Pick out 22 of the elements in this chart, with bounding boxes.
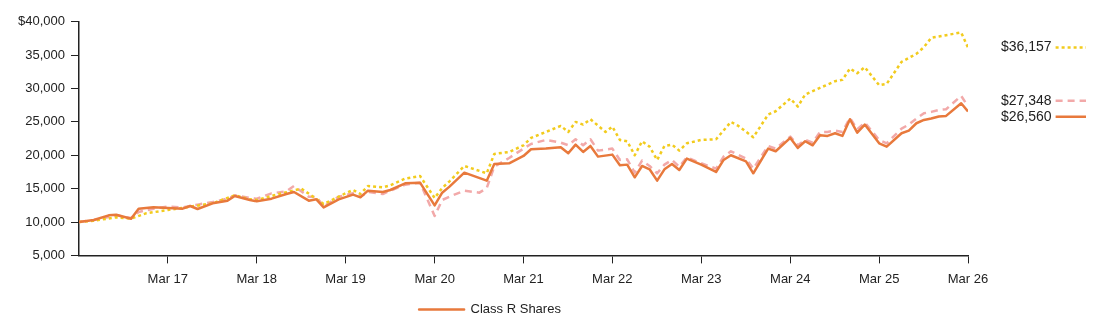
x-tick-label: Mar 19 [325, 270, 366, 286]
x-tick-label: Mar 25 [858, 270, 900, 286]
y-tick-label: $40,000 [17, 13, 65, 29]
annotation: $26,560 [1001, 107, 1052, 124]
x-tick-label: Mar 26 [947, 270, 989, 286]
legend-label: Class R Shares [470, 301, 562, 317]
y-tick-label: 25,000 [25, 113, 65, 129]
annotation: $27,348 [1001, 91, 1052, 108]
y-tick-label: 20,000 [25, 146, 65, 162]
y-tick-label: 30,000 [25, 80, 65, 96]
x-tick-label: Mar 23 [680, 270, 722, 286]
x-tick-label: Mar 24 [770, 270, 811, 286]
y-tick-label: 5,000 [32, 246, 65, 262]
y-tick-label: 35,000 [25, 46, 65, 62]
x-tick-label: Mar 21 [503, 270, 544, 286]
y-tick-label: 10,000 [25, 213, 65, 229]
annotation: $36,157 [1001, 38, 1052, 55]
x-tick-label: Mar 22 [592, 270, 633, 286]
x-tick-label: Mar 18 [236, 270, 277, 286]
y-tick-label: 15,000 [25, 180, 65, 196]
x-tick-label: Mar 20 [414, 270, 455, 286]
x-tick-label: Mar 17 [147, 270, 189, 286]
